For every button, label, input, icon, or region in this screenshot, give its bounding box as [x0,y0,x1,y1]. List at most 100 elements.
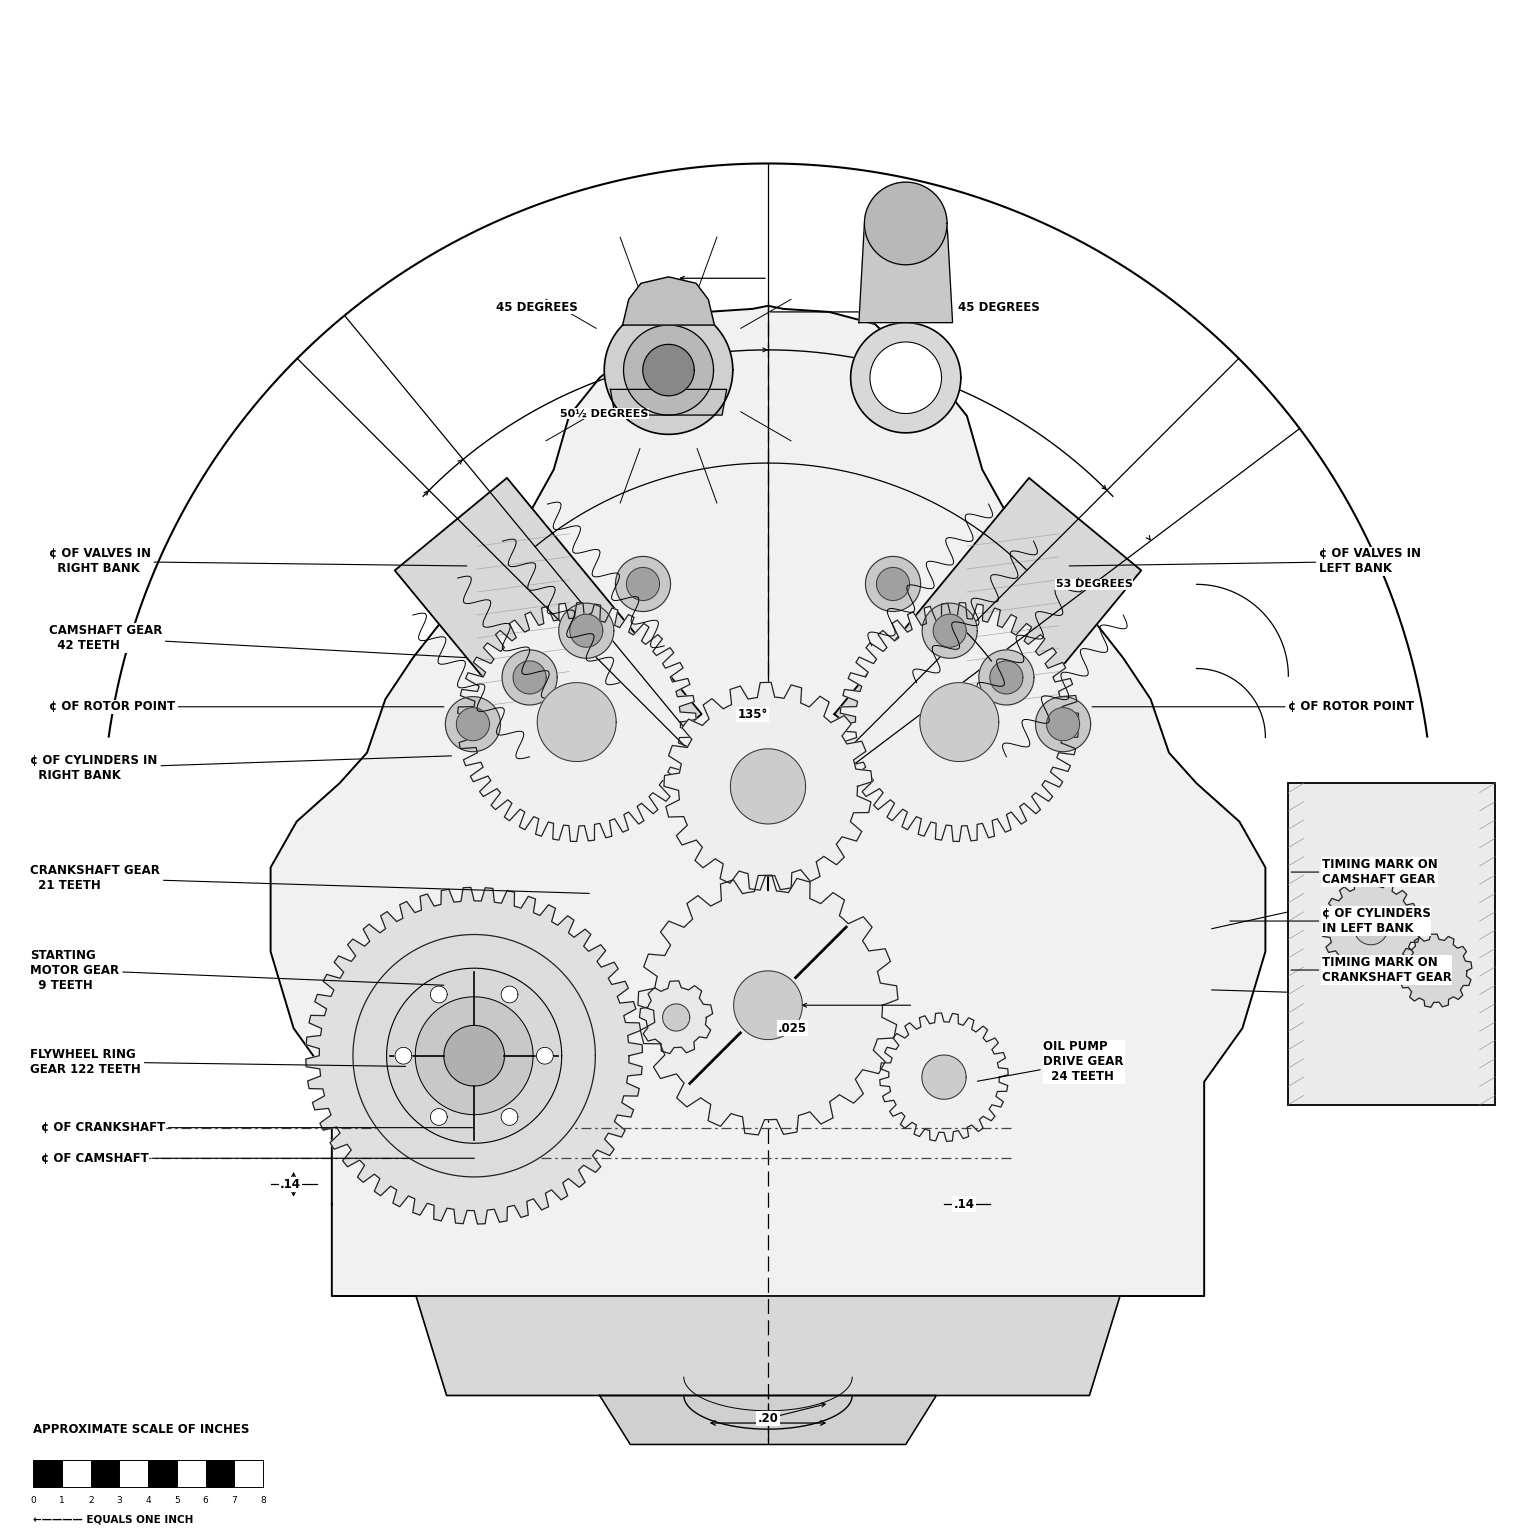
Text: CAMSHAFT GEAR
  42 TEETH: CAMSHAFT GEAR 42 TEETH [49,624,467,657]
Polygon shape [538,682,616,762]
Polygon shape [430,986,447,1003]
Text: 3: 3 [117,1496,123,1505]
Text: 2: 2 [88,1496,94,1505]
Polygon shape [395,478,702,806]
Polygon shape [559,604,614,659]
Polygon shape [834,478,1141,806]
Polygon shape [637,876,899,1135]
Text: 8: 8 [260,1496,266,1505]
Text: APPROXIMATE SCALE OF INCHES: APPROXIMATE SCALE OF INCHES [34,1422,250,1436]
Polygon shape [610,389,727,415]
Text: 50½ DEGREES: 50½ DEGREES [561,409,648,419]
Text: TIMING MARK ON
CRANKSHAFT GEAR: TIMING MARK ON CRANKSHAFT GEAR [1292,955,1452,985]
Text: 45 DEGREES: 45 DEGREES [496,301,578,313]
Bar [61,1459,91,1487]
Polygon shape [604,306,733,435]
Polygon shape [865,556,920,611]
Polygon shape [536,1048,553,1064]
Polygon shape [456,708,490,740]
Polygon shape [1322,879,1419,977]
Bar [235,1459,263,1487]
Bar [206,1459,235,1487]
Text: 7: 7 [232,1496,237,1505]
Bar [120,1459,147,1487]
Polygon shape [445,697,501,751]
Polygon shape [978,650,1034,705]
Polygon shape [444,1026,504,1086]
Polygon shape [642,344,694,396]
Polygon shape [415,997,533,1115]
Text: ¢ OF VALVES IN
  RIGHT BANK: ¢ OF VALVES IN RIGHT BANK [49,547,467,576]
Polygon shape [624,326,714,415]
Polygon shape [662,1005,690,1031]
Polygon shape [639,982,713,1054]
Text: ¢ OF ROTOR POINT: ¢ OF ROTOR POINT [1092,700,1415,713]
Text: 53 DEGREES: 53 DEGREES [1055,579,1132,590]
Polygon shape [501,986,518,1003]
Text: 4: 4 [146,1496,151,1505]
Polygon shape [1422,958,1448,983]
Bar [1289,783,1495,1104]
Bar [34,1459,61,1487]
Text: .20: .20 [757,1412,779,1425]
Bar [177,1459,206,1487]
Polygon shape [387,968,562,1143]
Bar [147,1459,177,1487]
Text: ¢ OF CRANKSHAFT: ¢ OF CRANKSHAFT [41,1121,475,1134]
Polygon shape [734,971,802,1040]
Polygon shape [869,343,942,413]
Polygon shape [865,183,948,264]
Text: .20: .20 [757,1412,779,1425]
Polygon shape [513,660,547,694]
Polygon shape [570,614,602,647]
Polygon shape [599,1396,937,1444]
Polygon shape [616,556,671,611]
Text: 6: 6 [203,1496,209,1505]
Text: .14: .14 [954,1198,974,1210]
Polygon shape [306,888,642,1224]
Polygon shape [851,323,962,433]
Text: .14: .14 [280,1178,301,1190]
Text: 1: 1 [60,1496,65,1505]
Polygon shape [664,682,872,891]
Text: ¢ OF VALVES IN
LEFT BANK: ¢ OF VALVES IN LEFT BANK [1069,547,1421,576]
Text: 135°: 135° [737,708,768,720]
Text: .025: .025 [777,1021,806,1035]
Polygon shape [430,1109,447,1126]
Text: ¢ OF CYLINDERS IN
  RIGHT BANK: ¢ OF CYLINDERS IN RIGHT BANK [31,754,452,782]
Polygon shape [395,1048,412,1064]
Text: OIL PUMP
DRIVE GEAR
  24 TEETH: OIL PUMP DRIVE GEAR 24 TEETH [977,1040,1124,1083]
Text: 0: 0 [31,1496,37,1505]
Polygon shape [840,602,1078,842]
Text: 45 DEGREES: 45 DEGREES [958,301,1040,313]
Text: CRANKSHAFT GEAR
  21 TEETH: CRANKSHAFT GEAR 21 TEETH [31,865,590,894]
Polygon shape [501,1109,518,1126]
Polygon shape [1399,934,1471,1008]
Text: ¢ OF CYLINDERS
IN LEFT BANK: ¢ OF CYLINDERS IN LEFT BANK [1230,908,1432,935]
Text: 135°: 135° [737,708,768,720]
Text: ¢ OF ROTOR POINT: ¢ OF ROTOR POINT [49,700,444,713]
Polygon shape [989,660,1023,694]
Polygon shape [920,682,998,762]
Polygon shape [877,567,909,601]
Polygon shape [880,1012,1008,1141]
Text: FLYWHEEL RING
GEAR 122 TEETH: FLYWHEEL RING GEAR 122 TEETH [31,1048,406,1075]
Polygon shape [458,602,696,842]
Polygon shape [502,650,558,705]
Polygon shape [1046,708,1080,740]
Polygon shape [627,567,659,601]
Polygon shape [353,934,596,1177]
Polygon shape [622,276,714,326]
Text: 5: 5 [174,1496,180,1505]
Polygon shape [270,306,1266,1296]
Polygon shape [1035,697,1091,751]
Bar [91,1459,120,1487]
Text: ¢ OF CAMSHAFT: ¢ OF CAMSHAFT [41,1152,475,1164]
Polygon shape [416,1296,1120,1396]
Polygon shape [1355,911,1389,945]
Polygon shape [731,748,805,823]
Text: TIMING MARK ON
CAMSHAFT GEAR: TIMING MARK ON CAMSHAFT GEAR [1292,859,1438,886]
Polygon shape [922,1055,966,1100]
Polygon shape [922,604,977,659]
Polygon shape [934,614,966,647]
